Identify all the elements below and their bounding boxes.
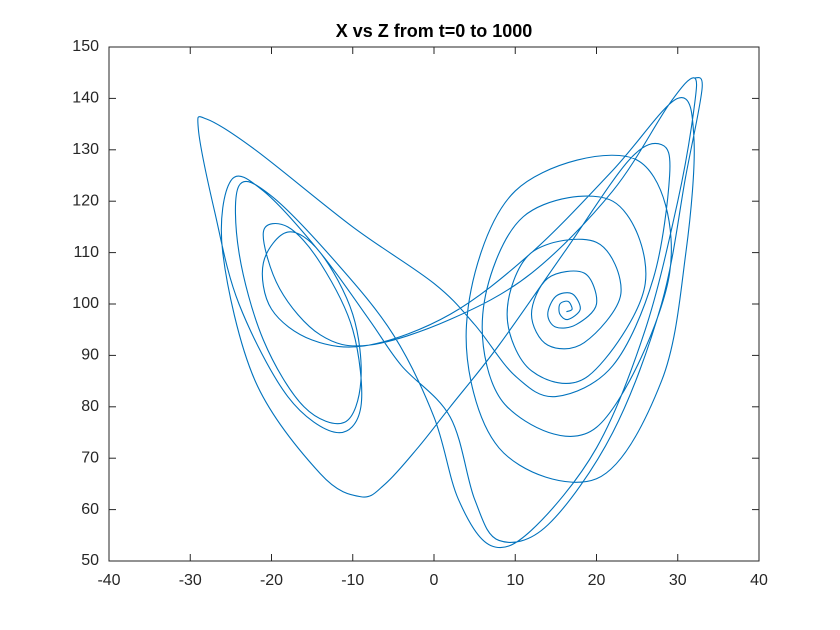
y-tick-label: 140 (72, 90, 99, 107)
x-tick-label: 0 (430, 572, 439, 589)
y-tick-label: 110 (73, 244, 99, 261)
y-tick-label: 50 (81, 552, 99, 569)
chart-title: X vs Z from t=0 to 1000 (336, 21, 533, 41)
y-tick-label: 120 (72, 192, 99, 209)
x-tick-label: 40 (750, 572, 768, 589)
x-tick-label: -30 (179, 572, 202, 589)
y-tick-label: 60 (81, 501, 99, 518)
y-tick-label: 150 (72, 38, 99, 55)
x-tick-label: -20 (260, 572, 283, 589)
y-tick-label: 90 (81, 347, 99, 364)
x-tick-label: -10 (341, 572, 364, 589)
plot-area (108, 46, 760, 562)
x-tick-label: 20 (588, 572, 606, 589)
x-tick-label: 30 (669, 572, 687, 589)
y-tick-label: 130 (72, 141, 99, 158)
y-tick-label: 100 (72, 295, 99, 312)
x-tick-label: 10 (506, 572, 524, 589)
y-tick-label: 70 (81, 449, 99, 466)
x-tick-label: -40 (97, 572, 120, 589)
data-line (197, 76, 703, 549)
y-tick-label: 80 (81, 398, 99, 415)
